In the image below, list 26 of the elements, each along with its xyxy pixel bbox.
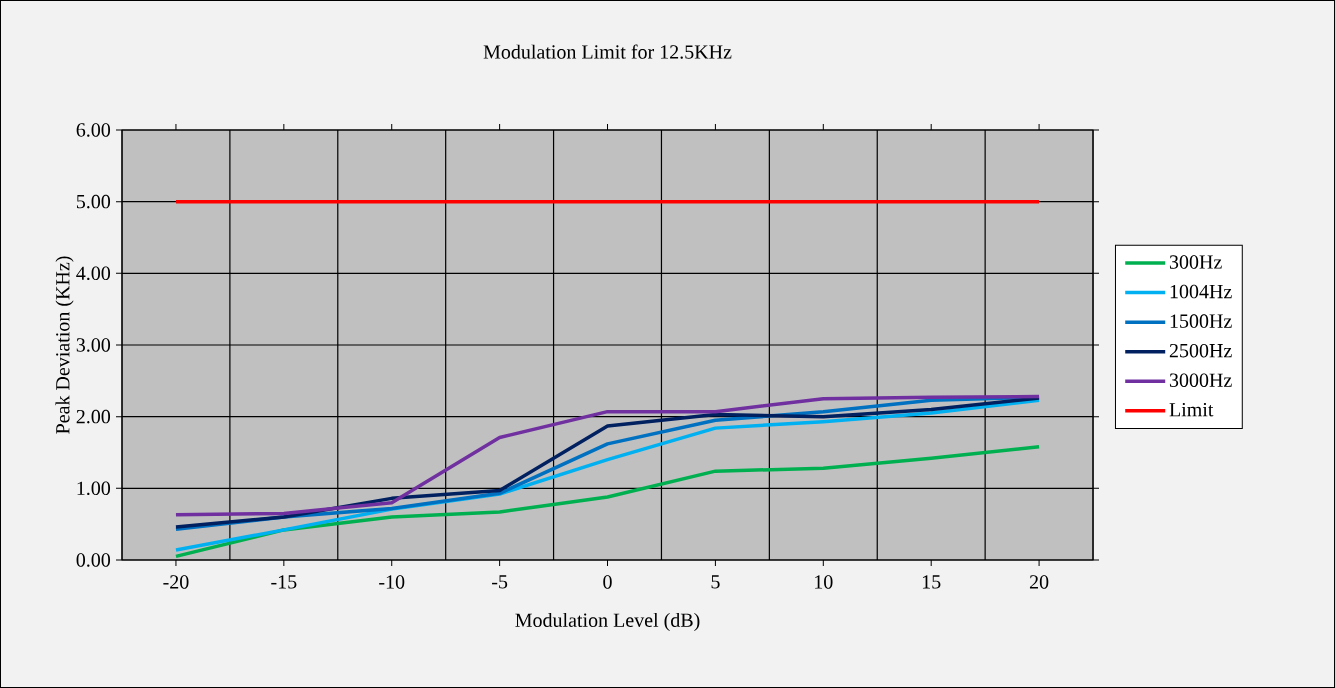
x-tick-label: -5 — [492, 575, 508, 589]
y-tick-label: 3.00 — [76, 338, 111, 352]
x-tick-label: 15 — [922, 575, 941, 589]
x-tick-label: 20 — [1029, 575, 1049, 589]
legend-label: Limit — [1169, 402, 1214, 417]
x-tick-label: 5 — [711, 575, 720, 589]
x-tick-label: -20 — [163, 575, 189, 589]
legend-label: 1004Hz — [1170, 284, 1232, 299]
y-tick-label: 5.00 — [76, 194, 111, 209]
chart-title: Modulation Limit for 12.5KHz — [483, 44, 732, 59]
y-tick-label: 6.00 — [76, 123, 111, 137]
y-tick-label: 1.00 — [77, 481, 111, 496]
line-series — [174, 445, 1041, 559]
legend-label: 3000Hz — [1169, 373, 1232, 387]
x-axis-title: Modulation Level (dB) — [515, 612, 700, 632]
legend-label: 2500Hz — [1169, 343, 1232, 358]
x-tick-label: -15 — [271, 575, 297, 589]
y-axis-title: Peak Deviation (KHz) — [55, 256, 74, 434]
y-tick-label: 2.00 — [76, 409, 111, 424]
legend-label: 1500Hz — [1170, 314, 1232, 328]
x-tick-label: 10 — [815, 575, 833, 589]
x-tick-label: -10 — [379, 575, 405, 589]
y-tick-label: 0.00 — [76, 553, 111, 567]
y-tick-label: 4.00 — [76, 266, 111, 281]
legend-label: 300Hz — [1169, 255, 1222, 269]
x-tick-label: 0 — [603, 575, 612, 589]
